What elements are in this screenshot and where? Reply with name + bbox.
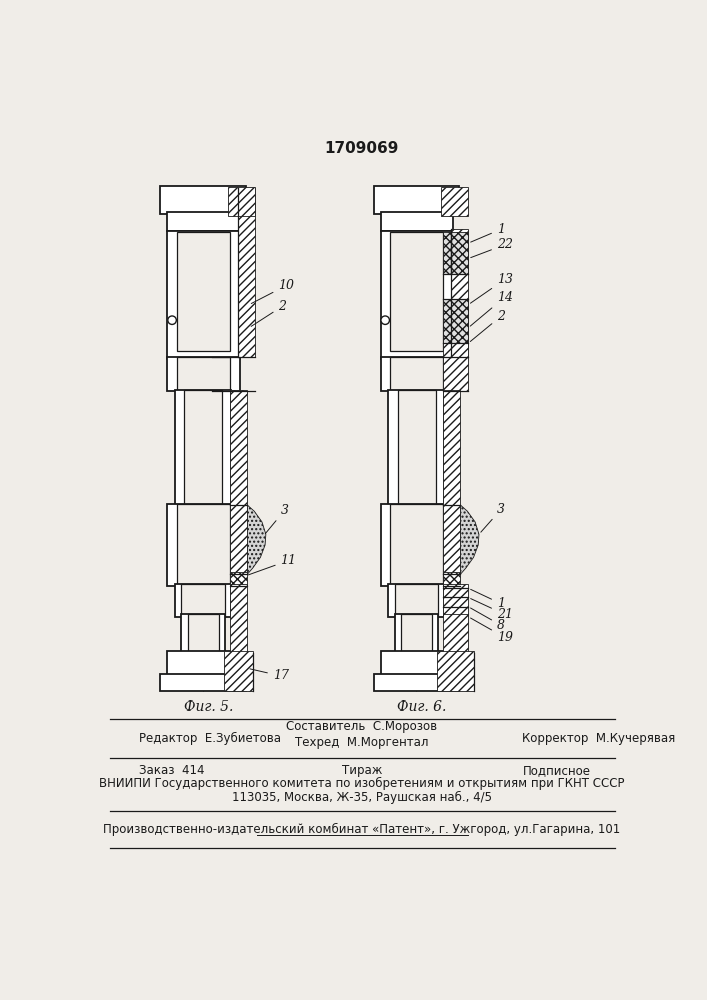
Bar [443, 389, 460, 505]
Bar [177, 504, 230, 586]
Bar [160, 186, 246, 214]
Text: Редактор  Е.Зубиетова: Редактор Е.Зубиетова [139, 732, 281, 745]
Text: 22: 22 [471, 238, 513, 258]
Bar [437, 651, 474, 691]
Bar [380, 504, 452, 586]
Text: 113035, Москва, Ж-35, Раушская наб., 4/5: 113035, Москва, Ж-35, Раушская наб., 4/5 [232, 791, 492, 804]
Bar [168, 357, 240, 391]
Polygon shape [230, 505, 247, 574]
Text: 3: 3 [481, 503, 505, 532]
Text: Корректор  М.Кучерявая: Корректор М.Кучерявая [522, 732, 676, 745]
Text: Фиг. 6.: Фиг. 6. [397, 700, 446, 714]
Text: 8: 8 [471, 608, 505, 632]
Bar [443, 232, 468, 274]
Text: Тираж: Тираж [341, 764, 382, 777]
Text: 17: 17 [250, 669, 289, 682]
Bar [443, 584, 468, 617]
Bar [230, 389, 247, 505]
Text: 21: 21 [471, 599, 513, 621]
Bar [175, 389, 231, 505]
Bar [373, 674, 459, 691]
Circle shape [381, 316, 390, 324]
Bar [380, 212, 452, 231]
Bar [443, 572, 460, 586]
Bar [443, 299, 468, 343]
Text: ВНИИПИ Государственного комитета по изобретениям и открытиям при ГКНТ СССР: ВНИИПИ Государственного комитета по изоб… [99, 777, 625, 790]
Text: 1: 1 [471, 223, 505, 242]
Bar [168, 651, 240, 676]
Text: 13: 13 [470, 273, 513, 303]
Bar [397, 389, 436, 505]
Bar [168, 231, 240, 359]
Bar [182, 614, 225, 653]
Bar [168, 212, 240, 231]
Text: 19: 19 [471, 618, 513, 644]
Text: Фиг. 5.: Фиг. 5. [184, 700, 233, 714]
Bar [390, 232, 443, 351]
Bar [441, 187, 468, 216]
Bar [177, 357, 230, 391]
Text: 11: 11 [248, 554, 296, 575]
Text: 10: 10 [251, 279, 294, 304]
Text: 3: 3 [265, 504, 288, 534]
Bar [177, 232, 230, 351]
Bar [230, 584, 247, 653]
Bar [443, 614, 468, 653]
Text: Подписное: Подписное [522, 764, 590, 777]
Bar [224, 651, 253, 691]
Bar [388, 584, 444, 617]
Polygon shape [247, 505, 266, 574]
Bar [228, 187, 255, 216]
Text: Производственно-издательский комбинат «Патент», г. Ужгород, ул.Гагарина, 101: Производственно-издательский комбинат «П… [103, 823, 621, 836]
Bar [401, 614, 432, 653]
Text: Составитель  С.Морозов: Составитель С.Морозов [286, 720, 438, 733]
Bar [168, 504, 240, 586]
Bar [395, 584, 438, 617]
Bar [443, 343, 468, 391]
Bar [160, 674, 246, 691]
Bar [390, 504, 443, 586]
Text: 2: 2 [470, 310, 505, 342]
Bar [185, 389, 223, 505]
Bar [182, 584, 225, 617]
Polygon shape [460, 505, 479, 574]
Bar [390, 357, 443, 391]
Bar [380, 651, 452, 676]
Bar [187, 614, 218, 653]
Text: 1: 1 [471, 589, 505, 610]
Text: 1709069: 1709069 [325, 141, 399, 156]
Bar [380, 357, 452, 391]
Bar [238, 188, 255, 357]
Bar [175, 584, 231, 617]
Bar [373, 186, 459, 214]
Bar [380, 231, 452, 359]
Text: Техред  М.Моргентал: Техред М.Моргентал [296, 736, 428, 749]
Bar [395, 614, 438, 653]
Bar [451, 229, 468, 357]
Polygon shape [443, 505, 460, 574]
Text: Заказ  414: Заказ 414 [139, 764, 204, 777]
Text: 2: 2 [251, 300, 286, 326]
Bar [230, 572, 247, 586]
Circle shape [168, 316, 176, 324]
Bar [388, 389, 444, 505]
Text: 14: 14 [470, 291, 513, 326]
